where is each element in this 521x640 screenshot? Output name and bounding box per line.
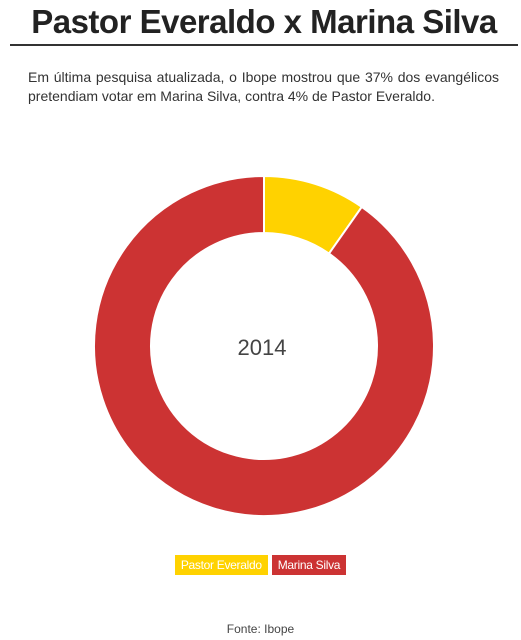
source-note: Fonte: Ibope xyxy=(226,622,295,636)
center-label: 2014 xyxy=(238,335,287,360)
legend-item-pastor-everaldo: Pastor Everaldo xyxy=(174,555,268,575)
chart-title: Pastor Everaldo x Marina Silva xyxy=(10,0,518,46)
legend-item-marina-silva: Marina Silva xyxy=(271,555,347,575)
legend: Pastor Everaldo Marina Silva xyxy=(0,555,521,575)
slice-marina-silva[interactable] xyxy=(93,174,435,517)
donut-chart: 2014 xyxy=(93,174,435,517)
intro-text: Em última pesquisa atualizada, o Ibope m… xyxy=(28,69,499,104)
